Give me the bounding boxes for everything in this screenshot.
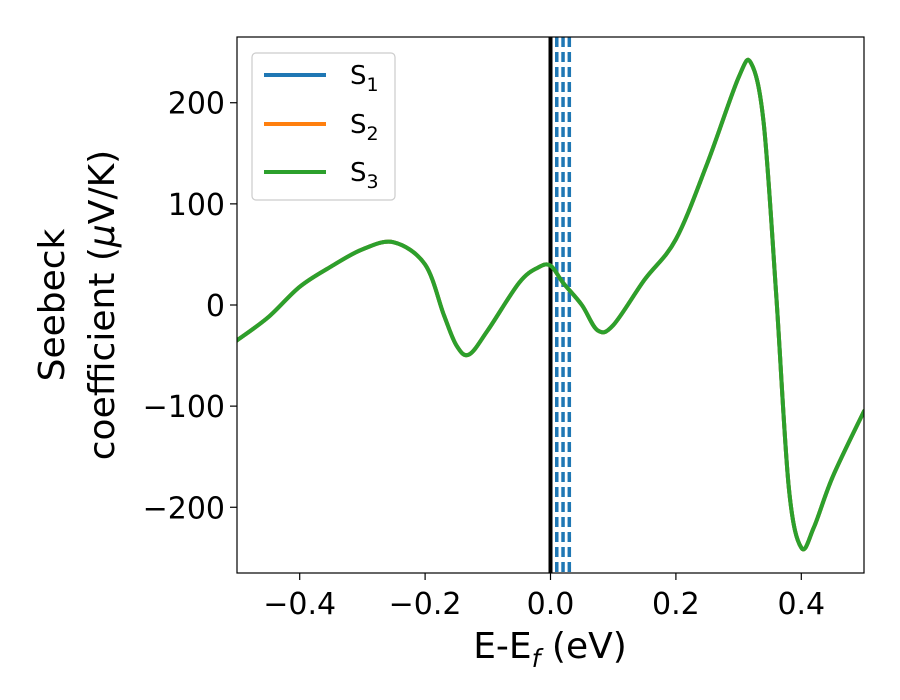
x-tick-label: 0.0 <box>527 587 575 622</box>
legend-label-s2: S2 <box>350 110 379 145</box>
legend: S1 S2 S3 <box>251 52 396 201</box>
y-tick-label: −200 <box>143 491 225 526</box>
ticks-layer: −0.4 −0.2 0.0 0.2 0.4 200 100 0 −100 −200 <box>143 87 826 622</box>
y-tick-label: 200 <box>168 87 225 122</box>
legend-label-s1: S1 <box>350 61 379 96</box>
y-axis-label-line1: Seebeck <box>32 228 73 381</box>
y-tick-label: −100 <box>143 390 225 425</box>
legend-entry-s1: S1 <box>264 61 379 96</box>
x-tick-label: −0.4 <box>263 587 336 622</box>
legend-entry-s3: S3 <box>264 158 379 193</box>
legend-entry-s2: S2 <box>264 110 379 145</box>
legend-box <box>251 52 396 201</box>
legend-label-s3: S3 <box>350 158 379 193</box>
y-tick-label: 0 <box>206 289 225 324</box>
x-tick-label: 0.2 <box>652 587 700 622</box>
y-tick-label: 100 <box>168 188 225 223</box>
y-axis-label-line2: coefficient (μV/K) <box>82 150 123 460</box>
x-tick-label: −0.2 <box>389 587 462 622</box>
x-tick-label: 0.4 <box>777 587 825 622</box>
y-axis-label: Seebeck coefficient (μV/K) <box>32 150 123 460</box>
data-layer <box>237 37 864 573</box>
series-line-s3 <box>237 57 864 552</box>
x-axis-label: E-Ef (eV) <box>473 626 627 673</box>
